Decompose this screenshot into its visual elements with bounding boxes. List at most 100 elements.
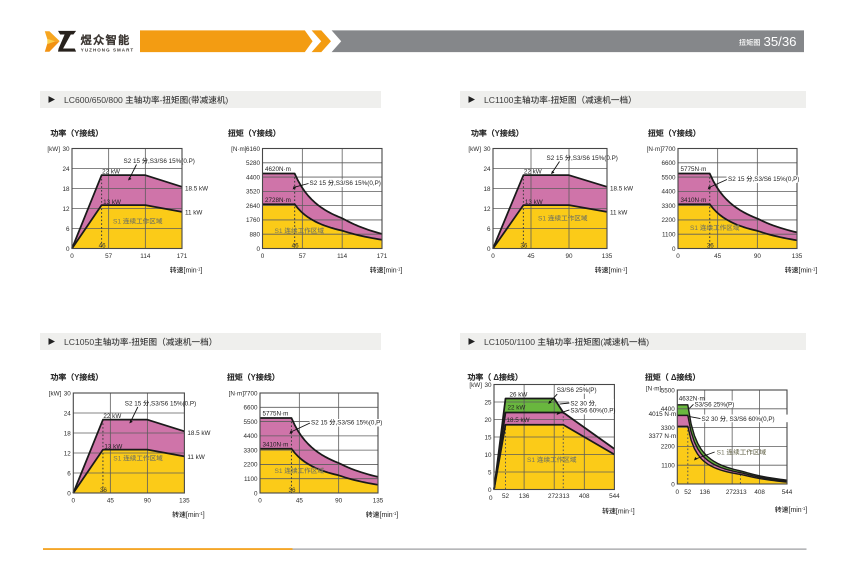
svg-text:135: 135 [602, 253, 613, 260]
svg-text:57: 57 [105, 253, 113, 260]
svg-text:6: 6 [66, 226, 70, 233]
svg-text:0: 0 [67, 490, 71, 497]
svg-text:0: 0 [488, 487, 492, 494]
svg-text:S3/S6 25%(P): S3/S6 25%(P) [694, 401, 734, 408]
svg-text:12: 12 [483, 206, 491, 213]
svg-text:3300: 3300 [243, 447, 258, 454]
svg-text:2640: 2640 [246, 203, 261, 210]
svg-text:3520: 3520 [246, 189, 261, 196]
svg-text:功率（Y接线）: 功率（Y接线） [51, 129, 104, 138]
svg-text:3300: 3300 [661, 425, 676, 432]
svg-text:0: 0 [70, 253, 74, 260]
svg-text:90: 90 [335, 498, 343, 505]
svg-text:5280: 5280 [246, 160, 261, 167]
svg-text:S2 15 分,S3/S6 15%(0.P): S2 15 分,S3/S6 15%(0.P) [125, 400, 196, 408]
svg-text:20: 20 [484, 417, 492, 424]
svg-text:功率（Y接线）: 功率（Y接线） [51, 373, 104, 382]
svg-text:1100: 1100 [244, 476, 258, 483]
svg-text:[N·m]: [N·m] [229, 390, 245, 397]
svg-text:26 kW: 26 kW [510, 391, 528, 398]
svg-text:转速[min-1]: 转速[min-1] [172, 511, 205, 519]
svg-text:0: 0 [254, 490, 258, 497]
svg-text:1100: 1100 [662, 232, 676, 239]
svg-text:22 kW: 22 kW [102, 169, 120, 176]
svg-text:24: 24 [483, 166, 491, 173]
svg-text:S1 连续工作区域: S1 连续工作区域 [527, 456, 577, 464]
svg-text:S2 15 分,S3/S6 15%(0.P): S2 15 分,S3/S6 15%(0.P) [547, 154, 618, 162]
svg-text:扭矩（Y接线）: 扭矩（Y接线） [228, 129, 281, 138]
svg-text:转速[min-1]: 转速[min-1] [775, 506, 808, 514]
svg-text:272: 272 [726, 489, 737, 496]
svg-text:12: 12 [64, 450, 72, 457]
svg-text:30: 30 [483, 146, 491, 153]
svg-text:135: 135 [373, 498, 384, 505]
svg-text:313: 313 [559, 493, 570, 500]
svg-text:11 kW: 11 kW [185, 209, 202, 216]
svg-text:2200: 2200 [661, 217, 676, 224]
svg-text:0: 0 [258, 498, 262, 505]
svg-text:[kW]: [kW] [47, 146, 60, 153]
svg-text:2200: 2200 [243, 462, 258, 469]
svg-text:0: 0 [487, 246, 491, 253]
svg-text:114: 114 [140, 253, 151, 260]
svg-text:S2 30 分, S3/S6 60%(0,P): S2 30 分, S3/S6 60%(0,P) [702, 415, 775, 423]
svg-text:6: 6 [487, 226, 491, 233]
svg-text:0: 0 [72, 498, 76, 505]
svg-text:5775N·m: 5775N·m [263, 411, 289, 418]
svg-text:36: 36 [520, 243, 528, 250]
svg-text:[N·m]: [N·m] [647, 146, 663, 153]
svg-text:313: 313 [736, 489, 747, 496]
svg-text:12: 12 [62, 206, 70, 213]
svg-text:90: 90 [565, 253, 573, 260]
svg-text:18: 18 [62, 186, 70, 193]
svg-text:45: 45 [527, 253, 535, 260]
svg-text:52: 52 [684, 489, 692, 496]
svg-text:46: 46 [99, 243, 107, 250]
svg-text:扭矩（ Δ接线）: 扭矩（ Δ接线） [645, 373, 700, 382]
svg-text:S1 连续工作区域: S1 连续工作区域 [275, 227, 325, 235]
svg-text:4400: 4400 [661, 406, 676, 413]
svg-text:6160: 6160 [246, 146, 261, 153]
svg-text:转速[min-1]: 转速[min-1] [785, 266, 818, 274]
svg-text:4620N·m: 4620N·m [265, 166, 291, 173]
svg-text:S3/S6 25%(P): S3/S6 25%(P) [557, 387, 597, 394]
svg-text:[kW]: [kW] [49, 390, 62, 397]
svg-text:90: 90 [754, 253, 762, 260]
svg-text:36: 36 [100, 487, 108, 494]
svg-text:4632N·m: 4632N·m [679, 395, 705, 402]
svg-text:5500: 5500 [661, 174, 676, 181]
svg-text:171: 171 [377, 253, 388, 260]
svg-text:3410N·m: 3410N·m [681, 197, 707, 204]
svg-text:45: 45 [107, 498, 115, 505]
svg-text:45: 45 [714, 253, 722, 260]
svg-text:30: 30 [484, 382, 492, 389]
svg-text:LC1050/1100 主轴功率-扭矩图(减速机一档): LC1050/1100 主轴功率-扭矩图(减速机一档) [484, 337, 649, 347]
svg-text:171: 171 [177, 253, 188, 260]
svg-text:转速[min-1]: 转速[min-1] [595, 266, 628, 274]
svg-text:35/36: 35/36 [764, 34, 797, 49]
svg-text:135: 135 [179, 498, 190, 505]
svg-text:30: 30 [62, 146, 70, 153]
svg-text:LC1100主轴功率-扭矩图（减速机一档）: LC1100主轴功率-扭矩图（减速机一档） [484, 95, 637, 105]
svg-text:功率（Y接线）: 功率（Y接线） [471, 129, 524, 138]
svg-text:S1 连续工作区域: S1 连续工作区域 [690, 224, 740, 232]
svg-text:5775N·m: 5775N·m [681, 166, 707, 173]
svg-text:22 kW: 22 kW [103, 413, 121, 420]
svg-text:408: 408 [754, 489, 765, 496]
svg-text:功率（ Δ接线）: 功率（ Δ接线） [468, 373, 523, 382]
svg-text:24: 24 [64, 410, 72, 417]
svg-text:114: 114 [337, 253, 348, 260]
svg-text:0: 0 [672, 246, 676, 253]
svg-text:S2 15 分,S3/S6 15%(0,P): S2 15 分,S3/S6 15%(0,P) [728, 175, 799, 183]
svg-text:3300: 3300 [661, 203, 676, 210]
svg-text:S3/S6 60%(0.P): S3/S6 60%(0.P) [570, 408, 615, 415]
svg-text:1100: 1100 [661, 463, 675, 470]
svg-text:YUZHONG SMART: YUZHONG SMART [81, 48, 134, 53]
svg-text:544: 544 [782, 489, 793, 496]
svg-text:7700: 7700 [243, 390, 258, 397]
svg-text:13 kW: 13 kW [525, 199, 543, 206]
svg-text:5: 5 [488, 469, 492, 476]
svg-text:3377 N·m: 3377 N·m [649, 433, 677, 440]
svg-text:18: 18 [483, 186, 491, 193]
svg-text:45: 45 [296, 498, 304, 505]
